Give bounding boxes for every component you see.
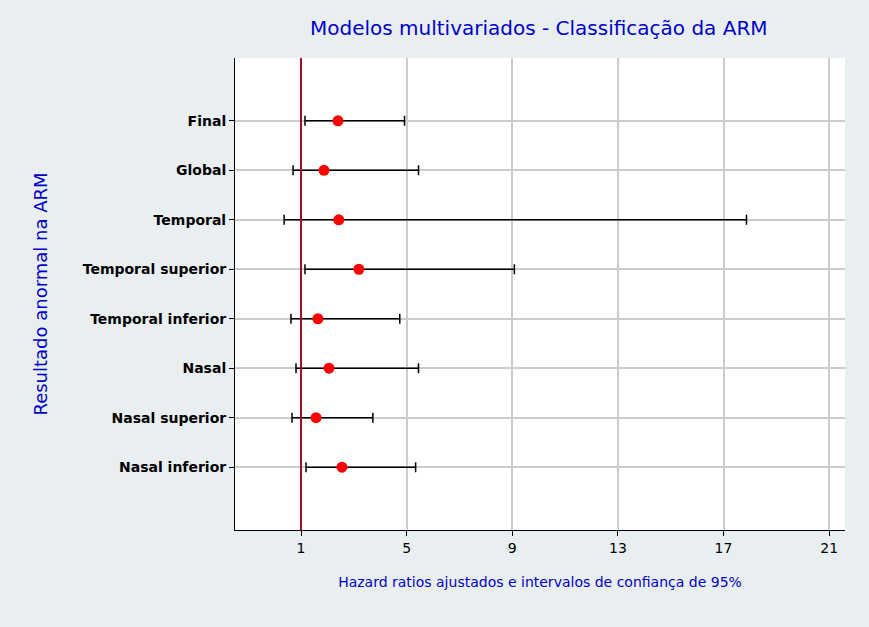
- svg-text:Hazard ratios ajustados e inte: Hazard ratios ajustados e intervalos de …: [338, 574, 742, 590]
- svg-text:Nasal superior: Nasal superior: [112, 410, 227, 426]
- svg-text:Nasal: Nasal: [182, 360, 226, 376]
- svg-text:17: 17: [715, 540, 733, 556]
- svg-text:Nasal inferior: Nasal inferior: [119, 459, 226, 475]
- svg-text:Modelos multivariados - Classi: Modelos multivariados - Classificação da…: [310, 16, 768, 40]
- svg-text:Final: Final: [188, 113, 227, 129]
- svg-text:1: 1: [297, 540, 306, 556]
- svg-text:Temporal: Temporal: [154, 212, 227, 228]
- svg-text:Temporal inferior: Temporal inferior: [90, 311, 226, 327]
- svg-text:5: 5: [402, 540, 411, 556]
- svg-text:21: 21: [820, 540, 838, 556]
- svg-text:Global: Global: [176, 162, 226, 178]
- svg-text:Temporal superior: Temporal superior: [83, 261, 227, 277]
- svg-text:9: 9: [508, 540, 517, 556]
- svg-text:13: 13: [609, 540, 627, 556]
- svg-text:Resultado anormal na ARM: Resultado anormal na ARM: [30, 172, 51, 415]
